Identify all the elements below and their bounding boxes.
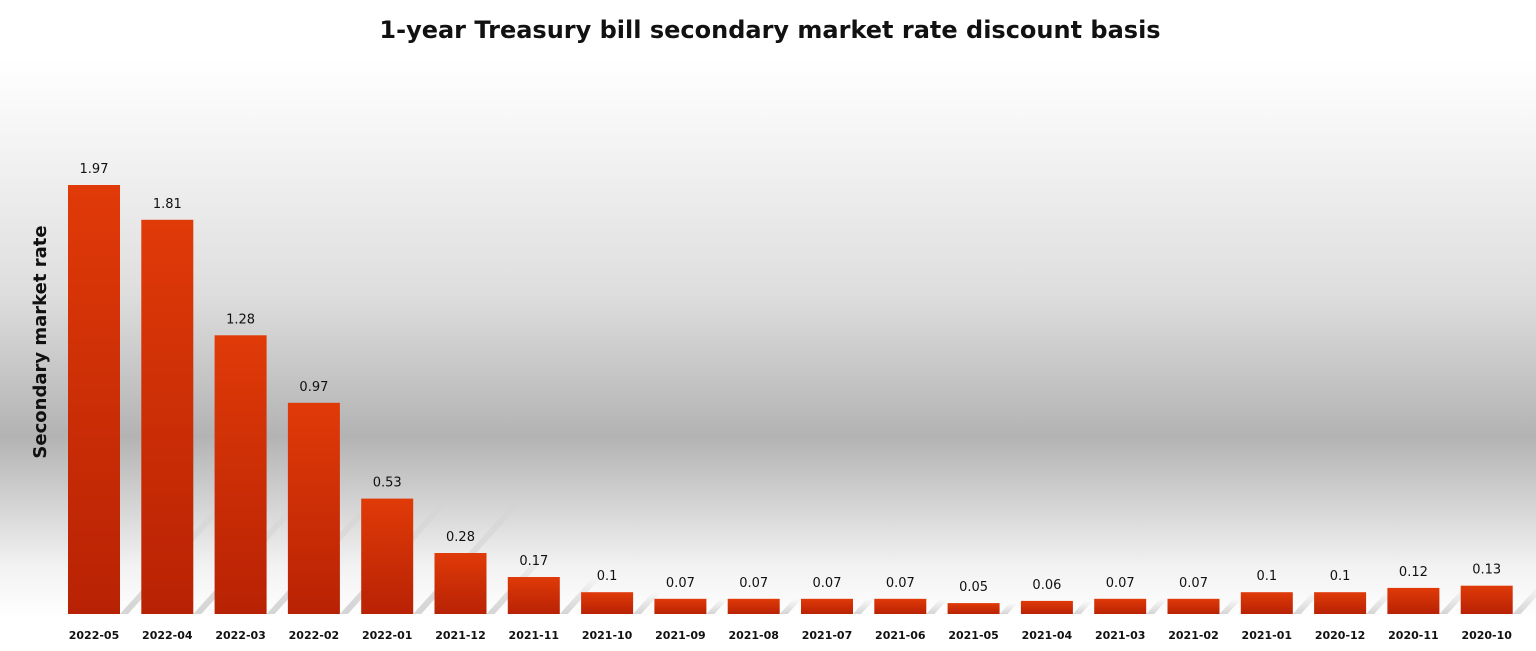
bar-shadow [1219,598,1242,614]
value-label-2022-01: 0.53 [373,476,402,491]
bar-shadow [1366,592,1394,614]
x-tick-2021-07: 2021-07 [802,629,853,642]
bar-2022-02[interactable] [287,402,340,614]
bar-2022-01[interactable] [361,498,414,614]
x-tick-2022-04: 2022-04 [142,629,193,642]
bar-2021-12[interactable] [434,553,487,614]
value-label-2021-02: 0.07 [1179,576,1208,591]
bar-shadow [999,603,1018,614]
bar-2022-05[interactable] [68,185,120,614]
bar-2021-10[interactable] [581,592,634,614]
bar-2021-02[interactable] [1167,598,1220,614]
x-tick-2022-02: 2022-02 [289,629,340,642]
bar-2021-04[interactable] [1020,600,1073,614]
x-tick-2021-02: 2021-02 [1168,629,1219,642]
chart-title: 1-year Treasury bill secondary market ra… [379,16,1160,44]
bar-shadow [779,598,802,614]
x-tick-2020-11: 2020-11 [1388,629,1439,642]
bar-shadow [1072,600,1093,614]
value-label-2021-10: 0.1 [597,569,618,584]
value-label-2020-10: 0.13 [1472,563,1501,578]
x-tick-2022-01: 2022-01 [362,629,413,642]
value-label-2022-02: 0.97 [299,380,328,395]
bar-2021-09[interactable] [654,598,707,614]
value-label-2022-04: 1.81 [153,197,182,212]
bar-shadow [1512,588,1536,614]
bar-shadow [1292,592,1321,614]
x-tick-2021-03: 2021-03 [1095,629,1146,642]
x-tick-2021-11: 2021-11 [509,629,560,642]
bar-2021-03[interactable] [1094,598,1147,614]
x-tick-2021-01: 2021-01 [1242,629,1293,642]
bar-2021-11[interactable] [507,577,560,614]
bar-2020-11[interactable] [1387,587,1440,614]
bar-2020-10[interactable] [1460,585,1513,614]
x-tick-2020-12: 2020-12 [1315,629,1366,642]
x-tick-2021-10: 2021-10 [582,629,633,642]
value-label-2021-05: 0.05 [959,580,988,595]
bar-2021-08[interactable] [727,598,780,614]
y-axis-label: Secondary market rate [30,225,51,458]
x-tick-labels: 2022-05 2022-04 2022-03 2022-02 2022-01 2021-… [69,629,1513,642]
bar-shadow [559,576,602,614]
bar-2020-12[interactable] [1314,592,1367,614]
x-tick-2022-05: 2022-05 [69,629,120,642]
x-tick-2021-09: 2021-09 [655,629,706,642]
bar-2022-04[interactable] [141,219,194,615]
value-label-2020-11: 0.12 [1399,565,1428,580]
bar-shadow [706,598,729,614]
bar-shadow [633,592,661,614]
value-label-2022-03: 1.28 [226,312,255,327]
value-label-2021-03: 0.07 [1106,576,1135,591]
bar-2022-03[interactable] [214,335,267,614]
x-tick-2021-12: 2021-12 [435,629,486,642]
value-label-2020-12: 0.1 [1330,569,1351,584]
bar-shadow [926,598,949,614]
bars [68,185,1513,615]
value-label-2021-07: 0.07 [813,576,842,591]
value-label-2021-12: 0.28 [446,530,475,545]
bar-2021-05[interactable] [947,603,1000,614]
value-label-2021-01: 0.1 [1256,569,1277,584]
x-tick-2022-03: 2022-03 [215,629,266,642]
bar-2021-06[interactable] [874,598,927,614]
value-label-2021-11: 0.17 [519,554,548,569]
x-tick-2021-08: 2021-08 [728,629,779,642]
value-label-2021-04: 0.06 [1032,578,1061,593]
x-tick-2020-10: 2020-10 [1461,629,1512,642]
x-tick-2021-06: 2021-06 [875,629,926,642]
bar-2021-07[interactable] [801,598,853,614]
value-label-2022-05: 1.97 [80,162,109,177]
value-label-2021-06: 0.07 [886,576,915,591]
value-label-2021-08: 0.07 [739,576,768,591]
bar-shadow [853,598,875,614]
bar-2021-01[interactable] [1240,592,1293,614]
x-tick-2021-04: 2021-04 [1022,629,1073,642]
value-labels: 1.97 1.81 1.28 0.97 0.53 0.28 0.17 0.1 0.07 0.07 0… [80,162,1502,595]
x-tick-2021-05: 2021-05 [948,629,999,642]
value-label-2021-09: 0.07 [666,576,695,591]
bar-shadow [1146,598,1168,614]
